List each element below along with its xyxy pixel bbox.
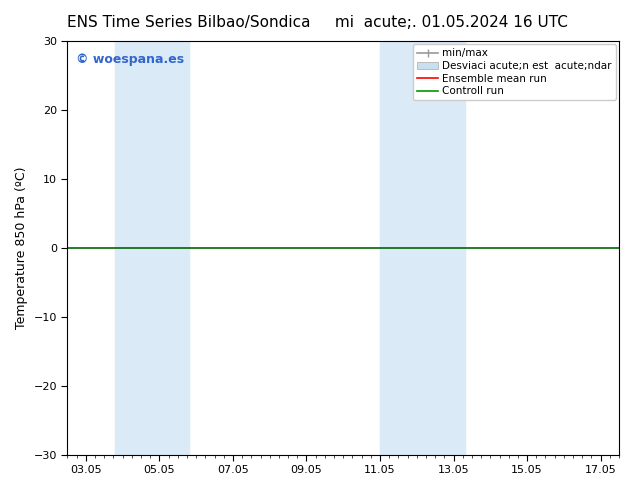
Bar <box>380 41 465 455</box>
Legend: min/max, Desviaci acute;n est  acute;ndar, Ensemble mean run, Controll run: min/max, Desviaci acute;n est acute;ndar… <box>413 44 616 100</box>
Text: ENS Time Series Bilbao/Sondica     mi  acute;. 01.05.2024 16 UTC: ENS Time Series Bilbao/Sondica mi acute;… <box>67 15 567 30</box>
Y-axis label: Temperature 850 hPa (ºC): Temperature 850 hPa (ºC) <box>15 167 28 329</box>
Bar <box>115 41 189 455</box>
Text: © woespana.es: © woespana.es <box>75 53 184 67</box>
